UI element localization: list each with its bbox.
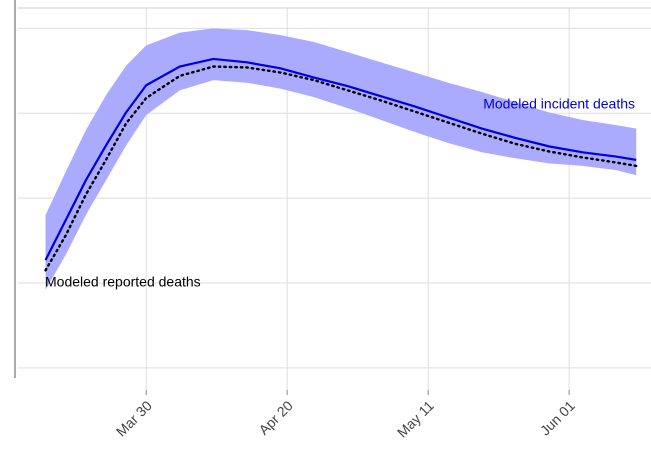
x-tick-label: May 11 bbox=[394, 397, 437, 440]
series-line bbox=[44, 57, 637, 261]
x-tick-label: Mar 30 bbox=[113, 397, 155, 439]
series-line bbox=[44, 65, 638, 272]
x-tick-label: Apr 20 bbox=[255, 397, 296, 438]
x-tick-label: Jun 01 bbox=[537, 397, 578, 438]
series-label: Modeled reported deaths bbox=[45, 274, 201, 290]
confidence-band bbox=[45, 28, 637, 290]
plot-area bbox=[44, 28, 638, 290]
series-label: Modeled incident deaths bbox=[483, 96, 635, 112]
